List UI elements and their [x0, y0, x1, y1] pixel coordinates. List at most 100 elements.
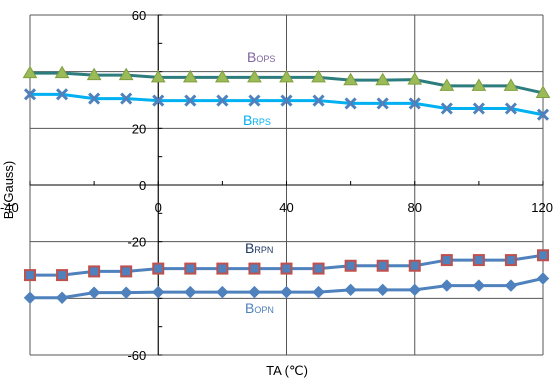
- data-point-triangle: [407, 72, 423, 85]
- data-point-triangle: [535, 85, 551, 98]
- data-point-x: [184, 94, 197, 107]
- series-bops: [22, 65, 551, 98]
- data-point-diamond: [280, 285, 293, 299]
- series-label-letter: B: [247, 49, 256, 65]
- y-tick-label: 60: [132, 8, 146, 23]
- data-point-triangle: [503, 78, 519, 91]
- data-point-square: [440, 254, 453, 267]
- data-point-triangle: [439, 78, 455, 91]
- data-point-diamond: [119, 286, 133, 299]
- series-label-suffix: OPN: [254, 305, 274, 315]
- data-point-triangle: [182, 69, 198, 83]
- data-point-diamond: [152, 285, 165, 299]
- data-point-square: [216, 262, 229, 275]
- x-tick-label: 120: [531, 200, 553, 215]
- data-point-square: [56, 269, 69, 282]
- x-tick-label: 80: [408, 200, 422, 215]
- data-point-diamond: [440, 279, 454, 292]
- data-point-square: [152, 262, 165, 275]
- y-tick-label: -20: [127, 235, 146, 250]
- data-point-square: [248, 262, 261, 275]
- data-point-triangle: [311, 69, 326, 83]
- data-point-diamond: [216, 285, 229, 299]
- data-point-diamond: [55, 291, 69, 304]
- data-point-x: [88, 92, 101, 105]
- series-label-letter: B: [243, 112, 252, 128]
- data-point-square: [120, 265, 133, 278]
- data-point-triangle: [54, 65, 70, 79]
- series-label-letter: B: [245, 240, 254, 256]
- data-point-x: [408, 97, 421, 110]
- data-point-diamond: [504, 279, 518, 292]
- series-label-brps: BRPS: [243, 112, 271, 128]
- data-point-diamond: [536, 272, 550, 285]
- data-point-x: [216, 94, 229, 107]
- series-layer: [22, 65, 551, 304]
- data-point-triangle: [215, 69, 230, 83]
- data-point-x: [536, 108, 550, 121]
- data-point-triangle: [118, 67, 134, 81]
- data-point-x: [280, 94, 293, 107]
- data-point-square: [312, 262, 325, 275]
- data-point-diamond: [87, 286, 101, 299]
- data-point-diamond: [23, 291, 37, 304]
- series-label-bopn: BOPN: [245, 300, 274, 316]
- data-point-x: [312, 94, 325, 107]
- series-label-suffix: OPS: [256, 54, 275, 64]
- data-point-triangle: [343, 72, 358, 86]
- data-point-square: [504, 254, 517, 267]
- data-point-diamond: [184, 285, 197, 299]
- y-axis-title: B (Gauss): [1, 161, 16, 220]
- data-point-x: [440, 102, 453, 115]
- data-point-x: [120, 92, 133, 105]
- data-point-square: [537, 249, 549, 262]
- data-point-x: [344, 97, 357, 110]
- data-point-square: [88, 265, 101, 278]
- y-tick-label: 20: [132, 121, 146, 136]
- x-axis-title: TA (℃): [266, 363, 308, 378]
- data-point-x: [23, 88, 37, 101]
- data-point-diamond: [312, 285, 325, 299]
- data-point-square: [280, 262, 293, 275]
- data-point-triangle: [150, 69, 166, 83]
- series-label-bops: BOPS: [247, 49, 275, 65]
- data-point-square: [344, 259, 357, 272]
- data-point-x: [152, 94, 165, 107]
- y-tick-label: 0: [139, 178, 146, 193]
- data-point-square: [408, 259, 421, 272]
- data-point-x: [472, 102, 485, 115]
- series-label-suffix: RPN: [254, 245, 273, 255]
- data-point-square: [472, 254, 485, 267]
- x-tick-label: 0: [155, 200, 162, 215]
- data-point-triangle: [279, 69, 294, 83]
- data-point-square: [24, 269, 36, 282]
- data-point-x: [376, 97, 389, 110]
- data-point-x: [504, 102, 517, 115]
- x-tick-label: -40: [0, 200, 19, 215]
- series-label-suffix: RPS: [252, 117, 271, 127]
- series-brps: [23, 88, 550, 121]
- data-point-square: [184, 262, 197, 275]
- series-brpn: [24, 249, 549, 282]
- data-point-triangle: [22, 65, 38, 79]
- series-label-brpn: BRPN: [245, 240, 273, 256]
- data-point-diamond: [344, 283, 357, 297]
- y-tick-label: -60: [127, 348, 146, 363]
- x-tick-label: 40: [279, 200, 293, 215]
- data-point-x: [56, 88, 69, 101]
- data-point-triangle: [86, 67, 102, 81]
- data-point-triangle: [471, 78, 487, 91]
- data-point-diamond: [376, 283, 389, 297]
- data-point-diamond: [472, 279, 486, 292]
- series-bopn: [23, 272, 550, 304]
- data-point-square: [376, 259, 389, 272]
- data-point-diamond: [408, 283, 421, 297]
- data-point-x: [248, 94, 261, 107]
- series-label-letter: B: [245, 300, 254, 316]
- data-point-triangle: [375, 72, 391, 86]
- data-point-triangle: [247, 69, 262, 83]
- data-point-diamond: [248, 285, 261, 299]
